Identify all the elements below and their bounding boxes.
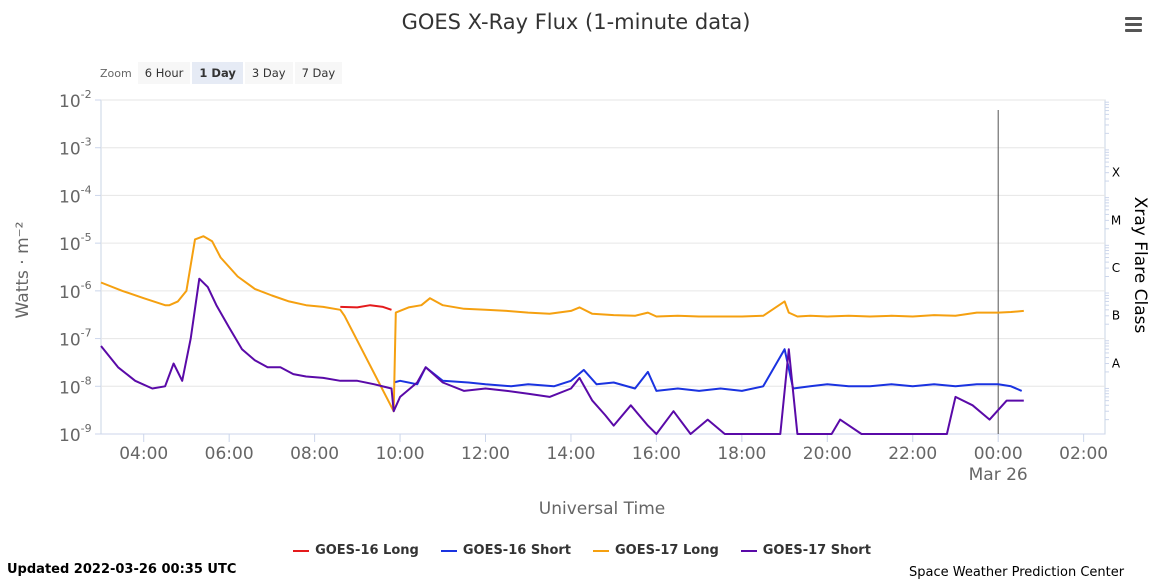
legend: GOES-16 Long GOES-16 Short GOES-17 Long … <box>0 543 1164 558</box>
series-line-goes-16-short <box>393 348 1023 392</box>
series-line-goes-16-long <box>340 304 392 311</box>
y-tick-label: 10-7 <box>59 327 92 351</box>
legend-swatch <box>440 549 457 552</box>
chart-title: GOES X-Ray Flux (1-minute data) <box>401 10 751 34</box>
x-tick-label: 10:00 <box>376 444 425 464</box>
y-tick-label: 10-6 <box>59 279 92 303</box>
y-tick-label: 10-9 <box>59 422 92 446</box>
zoom-3-day-button[interactable]: 3 Day <box>244 62 293 84</box>
zoom-6-hour-button[interactable]: 6 Hour <box>137 62 191 84</box>
x-tick-label: 06:00 <box>205 444 254 464</box>
x-tick-label: 00:00 <box>974 444 1023 464</box>
credit-text: Space Weather Prediction Center <box>909 565 1125 580</box>
flare-class-label: X <box>1112 166 1120 180</box>
x-tick-label: 18:00 <box>717 444 766 464</box>
flare-class-label: M <box>1111 213 1121 227</box>
x-tick-sublabel: Mar 26 <box>969 465 1028 485</box>
zoom-1-day-button[interactable]: 1 Day <box>192 62 243 84</box>
y-tick-label: 10-8 <box>59 374 92 398</box>
zoom-7-day-button[interactable]: 7 Day <box>294 62 343 84</box>
zoom-controls: Zoom 6 Hour 1 Day 3 Day 7 Day <box>100 62 344 84</box>
y-tick-label: 10-4 <box>59 183 92 207</box>
x-tick-label: 14:00 <box>546 444 595 464</box>
chart-menu-icon[interactable] <box>1122 14 1146 38</box>
series-line-goes-17-short <box>100 277 1024 435</box>
y-axis-title: Watts · m⁻² <box>13 222 33 319</box>
y-tick-label: 10-5 <box>59 231 92 255</box>
zoom-label: Zoom <box>100 66 132 80</box>
x-tick-label: 16:00 <box>632 444 681 464</box>
x-tick-label: 12:00 <box>461 444 510 464</box>
flare-class-label: B <box>1112 309 1120 323</box>
flare-class-label: A <box>1112 356 1121 370</box>
x-tick-label: 22:00 <box>888 444 937 464</box>
legend-swatch <box>740 549 757 552</box>
series-lines <box>100 235 1024 435</box>
y-tick-label: 10-3 <box>59 136 92 160</box>
flare-class-label: C <box>1112 261 1120 275</box>
legend-swatch <box>593 549 609 552</box>
legend-item-goes16-short[interactable]: GOES-16 Short <box>440 543 571 558</box>
right-axis-title: Xray Flare Class <box>1130 197 1150 334</box>
x-tick-label: 04:00 <box>119 444 168 464</box>
legend-swatch <box>293 549 310 552</box>
x-tick-label: 08:00 <box>290 444 339 464</box>
legend-item-goes16-long[interactable]: GOES-16 Long <box>293 543 419 558</box>
x-tick-label: 20:00 <box>803 444 852 464</box>
axes: 10-9 10-8 10-7 10-6 10-5 10-4 10-3 10-2 04:00 06:… <box>59 88 1121 485</box>
series-line-goes-17-long <box>100 235 1024 413</box>
x-tick-label: 02:00 <box>1059 444 1108 464</box>
legend-item-goes17-short[interactable]: GOES-17 Short <box>740 543 871 558</box>
xray-flux-chart[interactable]: 10-9 10-8 10-7 10-6 10-5 10-4 10-3 10-2 04:00 06:… <box>0 0 1164 540</box>
y-tick-label: 10-2 <box>59 88 92 112</box>
legend-item-goes17-long[interactable]: GOES-17 Long <box>593 543 719 558</box>
updated-timestamp: Updated 2022-03-26 00:35 UTC <box>7 562 237 577</box>
x-axis-title: Universal Time <box>539 499 665 519</box>
